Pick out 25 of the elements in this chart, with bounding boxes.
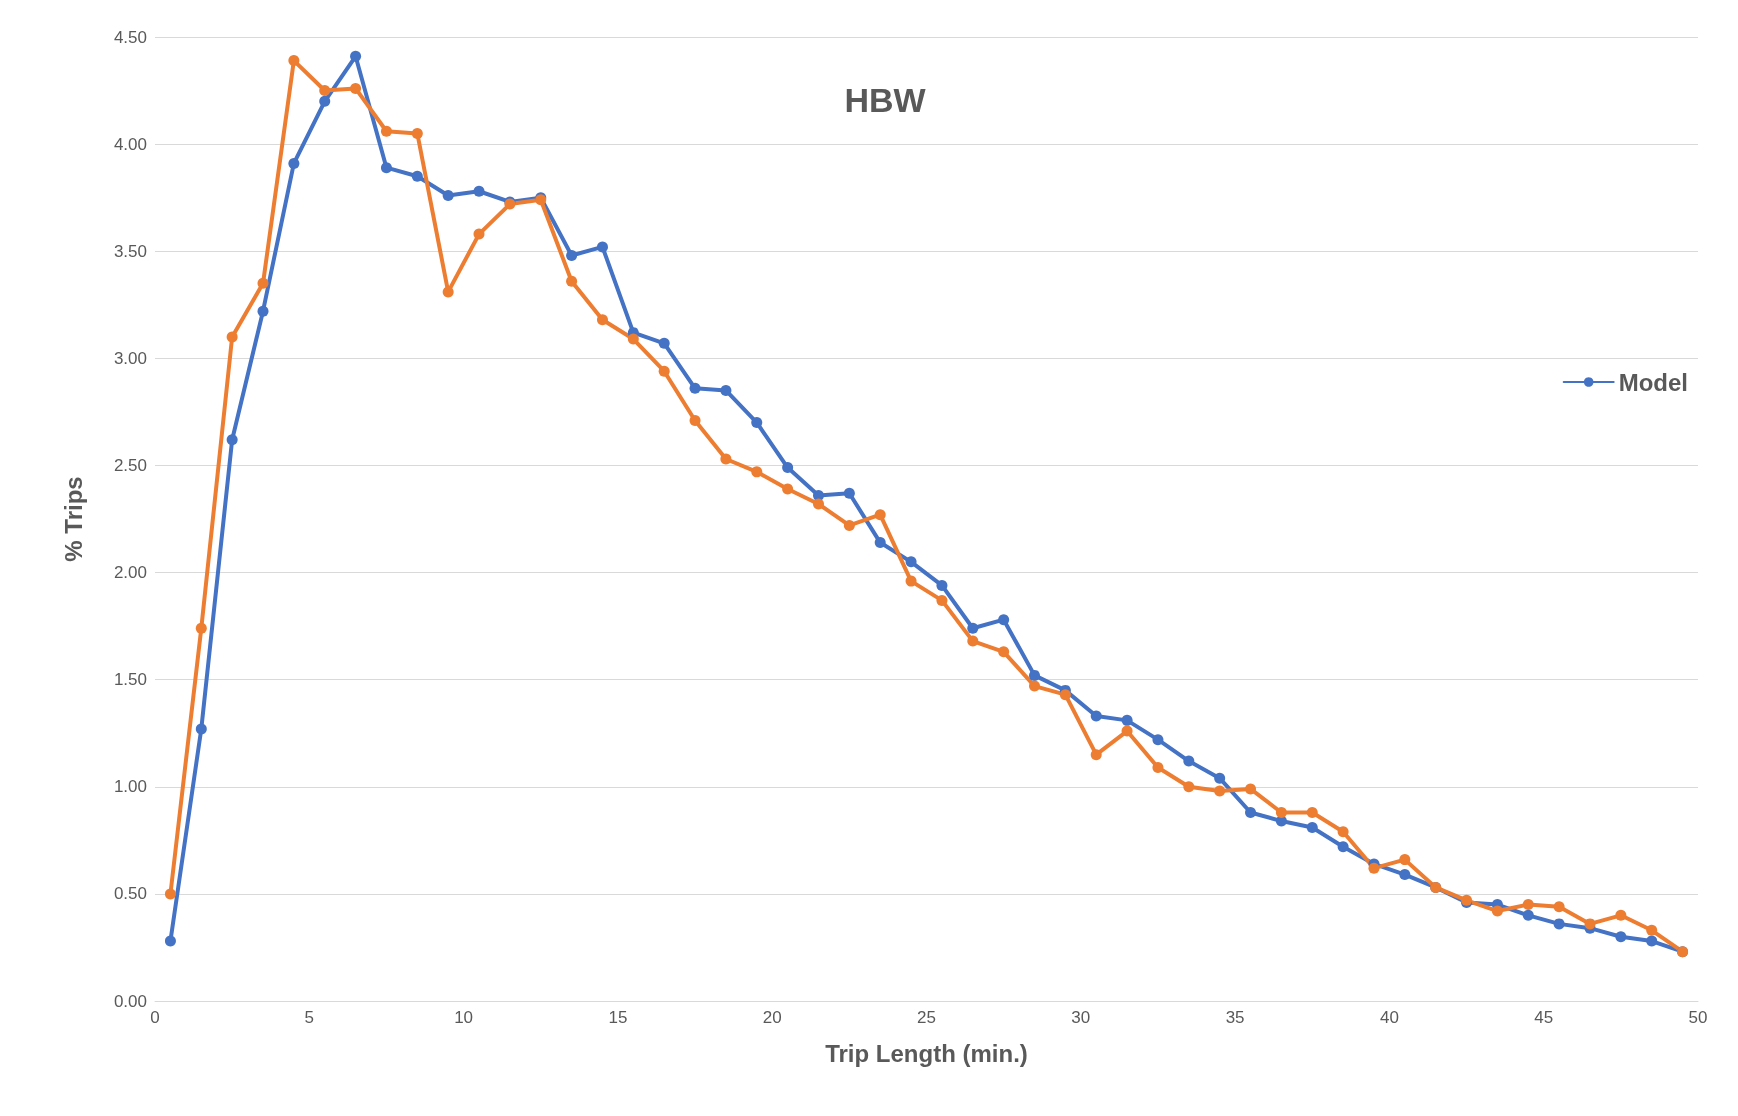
- x-axis-title: Trip Length (min.): [825, 1039, 1028, 1067]
- y-tick-label: 4.50: [113, 27, 147, 47]
- x-tick-label: 45: [1534, 1008, 1554, 1027]
- x-tick-label: 25: [917, 1008, 936, 1027]
- x-tick-label: 0: [150, 1008, 160, 1027]
- y-tick-label: 3.00: [113, 348, 147, 368]
- y-tick-label: 1.00: [113, 777, 147, 797]
- text: HBW: [844, 81, 927, 119]
- x-tick-label: 35: [1225, 1008, 1245, 1027]
- y-tick-label: 3.50: [113, 241, 147, 261]
- x-tick-label: 5: [304, 1008, 315, 1027]
- y-tick-label: 2.00: [113, 563, 147, 583]
- legend-label: Model: [1618, 368, 1688, 396]
- y-tick-label: 4.00: [113, 134, 147, 154]
- x-tick-label: 15: [608, 1008, 628, 1027]
- y-tick-label: 2.50: [113, 455, 147, 475]
- y-tick-label: 0.00: [113, 991, 147, 1011]
- y-axis-title: % Trips: [59, 476, 87, 562]
- y-tick-label: 1.50: [113, 670, 147, 690]
- x-tick-label: 10: [454, 1008, 474, 1027]
- x-tick-label: 20: [762, 1008, 782, 1027]
- x-tick-label: 30: [1071, 1008, 1091, 1027]
- y-tick-label: 0.50: [113, 884, 147, 904]
- x-tick-label: 40: [1379, 1008, 1399, 1027]
- x-tick-label: 50: [1688, 1008, 1708, 1027]
